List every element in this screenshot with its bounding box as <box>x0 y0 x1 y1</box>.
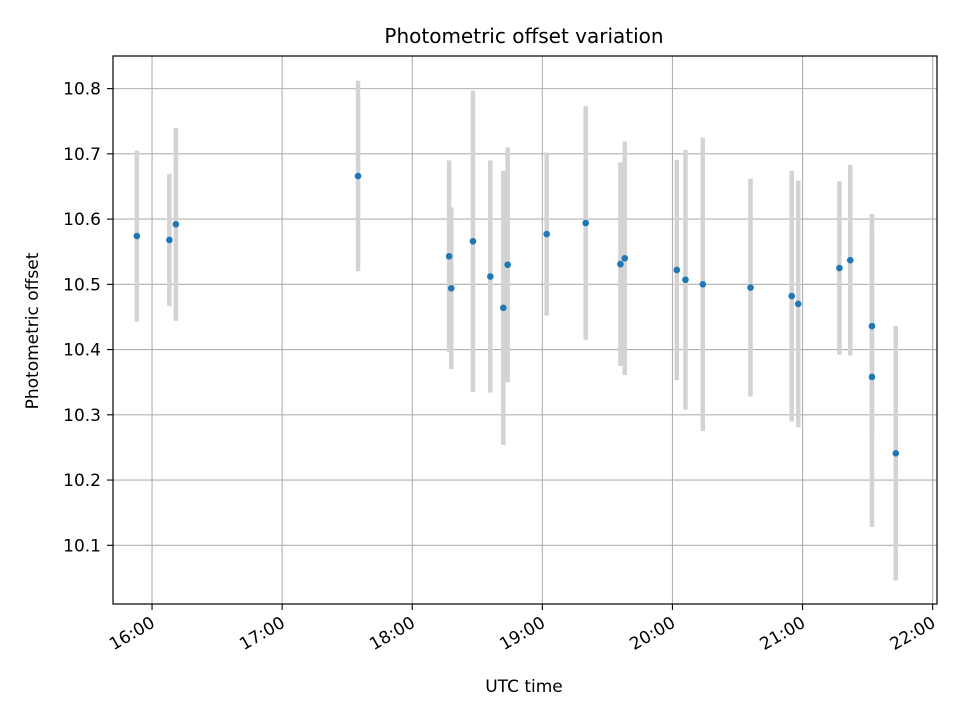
data-point <box>788 292 796 300</box>
data-point <box>487 273 494 280</box>
y-tick-label: 10.3 <box>63 406 101 426</box>
data-points <box>133 172 900 457</box>
data-point <box>354 172 362 180</box>
chart-title: Photometric offset variation <box>384 24 663 48</box>
data-point <box>846 256 854 264</box>
y-tick-label: 10.2 <box>63 471 101 491</box>
y-tick-label: 10.6 <box>63 210 101 230</box>
y-axis-ticks: 10.1 10.2 10.3 10.4 10.5 10.6 10.7 10.8 <box>63 80 113 556</box>
data-point <box>868 322 876 330</box>
y-tick-label: 10.5 <box>63 275 101 295</box>
data-point <box>543 230 550 238</box>
y-tick-label: 10.7 <box>63 145 101 165</box>
data-point <box>447 284 455 292</box>
y-tick-label: 10.4 <box>63 341 101 361</box>
data-point <box>794 300 802 308</box>
data-point <box>836 264 843 272</box>
data-point <box>682 276 689 284</box>
data-point <box>673 266 681 274</box>
plot-frame <box>112 55 938 605</box>
data-point <box>621 254 629 262</box>
data-point <box>445 252 453 260</box>
data-point <box>469 237 477 245</box>
data-point <box>582 219 590 227</box>
data-point <box>617 260 624 268</box>
data-point <box>166 236 173 244</box>
data-point <box>699 281 707 288</box>
data-point <box>747 284 754 291</box>
x-axis-label: UTC time <box>485 677 563 697</box>
y-axis-label: Photometric offset <box>23 252 43 409</box>
data-point <box>172 221 180 228</box>
y-tick-label: 10.1 <box>63 536 101 556</box>
data-point <box>504 261 511 269</box>
data-point <box>133 232 141 240</box>
data-point <box>500 304 507 312</box>
data-point <box>892 450 900 457</box>
data-point <box>868 373 876 381</box>
y-tick-label: 10.8 <box>63 80 101 100</box>
